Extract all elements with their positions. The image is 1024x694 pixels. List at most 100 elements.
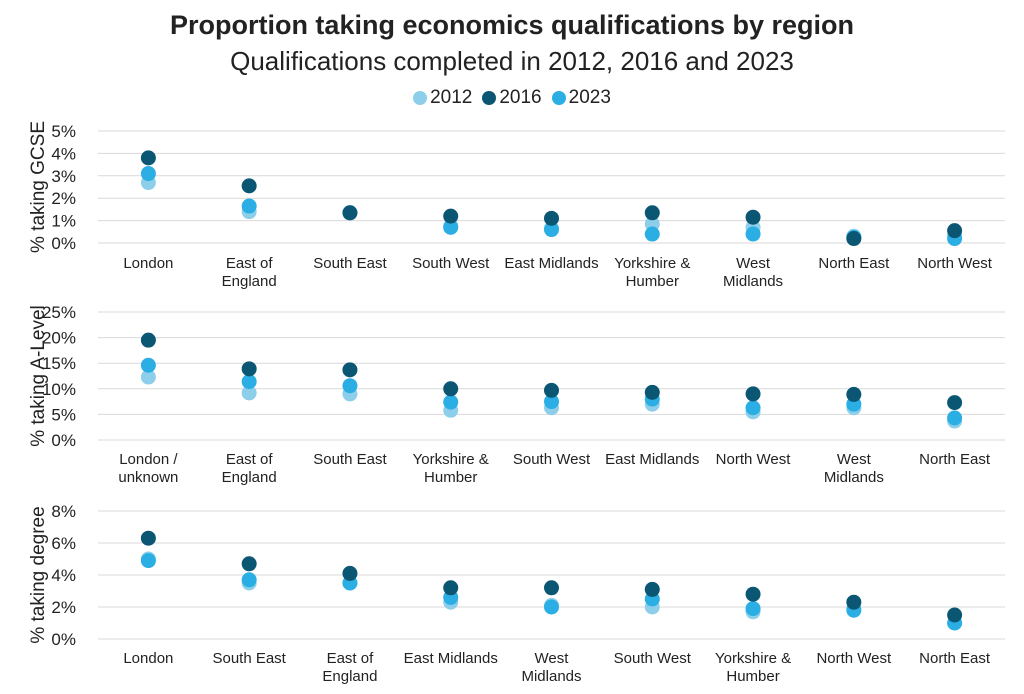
x-tick-label: East of England bbox=[222, 451, 277, 486]
x-tick-label: Yorkshire & Humber bbox=[413, 451, 489, 486]
x-tick-label: South East bbox=[212, 650, 286, 667]
y-tick-label: 5% bbox=[51, 405, 76, 424]
y-axis-label: % taking GCSE bbox=[28, 121, 49, 253]
data-point-2016 bbox=[644, 581, 660, 597]
y-tick-label: 5% bbox=[51, 122, 76, 141]
x-tick-label: North East bbox=[818, 255, 890, 272]
legend-marker-2023 bbox=[551, 91, 566, 105]
data-point-2023 bbox=[947, 410, 963, 426]
x-tick-label: South East bbox=[313, 255, 387, 272]
x-tick-label: East Midlands bbox=[404, 650, 498, 667]
y-tick-label: 0% bbox=[51, 431, 76, 450]
data-point-2016 bbox=[947, 607, 963, 623]
data-point-2016 bbox=[745, 586, 761, 602]
x-tick-label: London / unknown bbox=[118, 451, 178, 486]
data-point-2016 bbox=[846, 386, 862, 402]
data-point-2016 bbox=[544, 382, 559, 398]
data-point-2023 bbox=[140, 553, 156, 569]
data-point-2023 bbox=[443, 219, 459, 235]
data-point-2016 bbox=[644, 205, 660, 221]
data-point-2016 bbox=[745, 386, 761, 402]
y-tick-label: 3% bbox=[51, 167, 76, 186]
legend-item-2023: 2023 bbox=[551, 87, 611, 109]
data-point-2023 bbox=[544, 599, 559, 615]
legend-marker-2016 bbox=[482, 91, 497, 105]
data-point-2016 bbox=[544, 580, 559, 596]
data-point-2023 bbox=[745, 601, 761, 617]
x-tick-label: South East bbox=[313, 451, 387, 468]
x-tick-label: Yorkshire & Humber bbox=[715, 650, 791, 685]
data-point-2023 bbox=[140, 357, 156, 373]
y-tick-label: 2% bbox=[51, 598, 76, 617]
data-point-2023 bbox=[544, 222, 559, 238]
chart-subtitle: Qualifications completed in 2012, 2016 a… bbox=[230, 46, 794, 76]
x-tick-label: North West bbox=[816, 650, 892, 667]
data-point-2016 bbox=[241, 361, 257, 377]
data-point-2016 bbox=[140, 332, 156, 348]
data-point-2016 bbox=[947, 223, 963, 239]
data-point-2016 bbox=[241, 556, 257, 572]
x-tick-label: West Midlands bbox=[521, 650, 581, 685]
data-point-2012 bbox=[241, 385, 257, 401]
data-point-2016 bbox=[947, 395, 963, 411]
y-tick-label: 8% bbox=[51, 502, 76, 521]
x-tick-label: London bbox=[123, 255, 173, 272]
data-point-2016 bbox=[443, 580, 459, 596]
data-point-2016 bbox=[140, 150, 156, 166]
x-tick-label: South West bbox=[614, 650, 692, 667]
y-tick-label: 6% bbox=[51, 534, 76, 553]
x-tick-label: East Midlands bbox=[605, 451, 699, 468]
x-tick-label: East of England bbox=[222, 255, 277, 290]
y-tick-label: 0% bbox=[51, 234, 76, 253]
data-point-2023 bbox=[443, 394, 459, 410]
x-tick-label: West Midlands bbox=[723, 255, 783, 290]
data-point-2023 bbox=[140, 166, 156, 182]
data-point-2016 bbox=[644, 384, 660, 400]
x-tick-label: South West bbox=[513, 451, 591, 468]
x-tick-label: North East bbox=[919, 650, 991, 667]
x-tick-label: North East bbox=[919, 451, 991, 468]
data-point-2023 bbox=[745, 400, 761, 416]
x-tick-label: West Midlands bbox=[824, 451, 884, 486]
data-point-2016 bbox=[745, 209, 761, 225]
y-tick-label: 1% bbox=[51, 212, 76, 231]
x-tick-label: North West bbox=[917, 255, 993, 272]
chart-title: Proportion taking economics qualificatio… bbox=[169, 10, 855, 40]
data-point-2016 bbox=[443, 381, 459, 397]
data-point-2016 bbox=[846, 231, 862, 247]
legend: 2012 2016 2023 bbox=[0, 87, 1024, 109]
legend-label-2012: 2012 bbox=[430, 87, 473, 108]
x-tick-label: North West bbox=[716, 451, 792, 468]
y-axis-label: % taking A-Level bbox=[28, 305, 49, 447]
legend-item-2012: 2012 bbox=[413, 87, 472, 109]
data-point-2016 bbox=[544, 210, 559, 226]
data-point-2016 bbox=[342, 565, 358, 581]
data-point-2016 bbox=[140, 530, 156, 546]
data-point-2023 bbox=[745, 226, 761, 242]
x-tick-label: London bbox=[123, 650, 173, 667]
legend-label-2023: 2023 bbox=[568, 87, 611, 108]
y-tick-label: 4% bbox=[51, 144, 76, 163]
data-point-2016 bbox=[443, 208, 459, 224]
y-tick-label: 0% bbox=[51, 630, 76, 649]
data-point-2012 bbox=[140, 369, 156, 385]
y-axis-label: % taking degree bbox=[28, 506, 49, 643]
y-tick-label: 10% bbox=[42, 380, 76, 399]
data-point-2016 bbox=[846, 594, 862, 610]
y-tick-label: 4% bbox=[51, 566, 76, 585]
data-point-2023 bbox=[544, 394, 559, 410]
x-tick-label: East Midlands bbox=[504, 255, 598, 272]
data-point-2023 bbox=[241, 198, 257, 214]
y-tick-label: 20% bbox=[42, 329, 76, 348]
legend-item-2016: 2016 bbox=[482, 87, 542, 109]
x-tick-label: East of England bbox=[322, 650, 377, 685]
y-tick-label: 15% bbox=[42, 354, 76, 373]
x-tick-label: Yorkshire & Humber bbox=[614, 255, 690, 290]
x-tick-label: South West bbox=[412, 255, 490, 272]
data-point-2023 bbox=[644, 226, 660, 242]
data-point-2016 bbox=[342, 205, 358, 221]
y-tick-label: 25% bbox=[42, 303, 76, 322]
y-tick-label: 2% bbox=[51, 189, 76, 208]
legend-marker-2012 bbox=[413, 91, 428, 105]
